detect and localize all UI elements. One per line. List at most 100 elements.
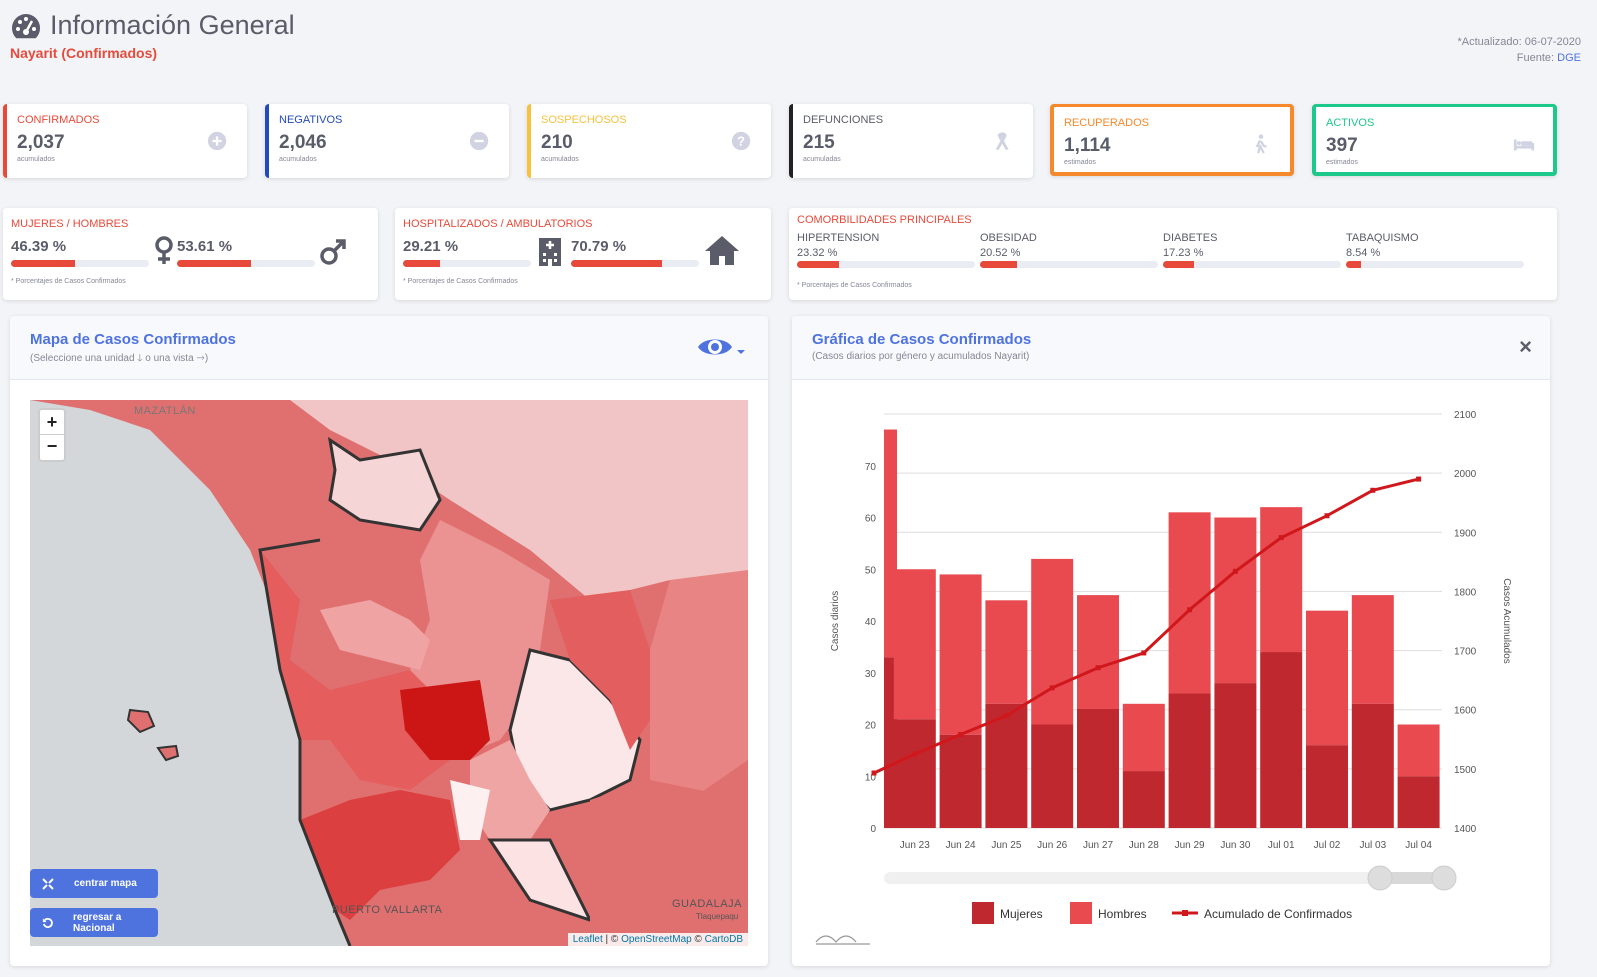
- line-point: [958, 732, 964, 738]
- close-icon[interactable]: ×: [1519, 334, 1532, 359]
- bed-icon: [1513, 139, 1535, 151]
- source-label: Fuente:: [1516, 52, 1555, 64]
- line-point: [1232, 568, 1238, 574]
- y-tick-label: 20: [865, 721, 877, 732]
- comorb-footnote: * Porcentajes de Casos Confirmados: [797, 282, 912, 289]
- comorbidity-pct: 20.52 %: [980, 247, 1021, 259]
- men-pct: 53.61 %: [177, 238, 233, 255]
- kpi-value: 215: [803, 132, 835, 153]
- bar-hombres: [1122, 703, 1165, 772]
- minus-circle-icon: [469, 131, 489, 151]
- line-point: [1095, 665, 1101, 671]
- bar-hombres: [1260, 507, 1303, 653]
- page-subtitle: Nayarit (Confirmados): [10, 45, 158, 61]
- kpi-label: SOSPECHOSOS: [541, 114, 627, 126]
- zoom-out-button[interactable]: −: [46, 436, 58, 456]
- kpi-card-sospechosos: SOSPECHOSOS 210 acumulados?: [527, 104, 771, 178]
- x-tick-label: Jun 27: [1083, 840, 1113, 851]
- comorbidities-title: COMORBILIDADES PRINCIPALES: [797, 214, 972, 226]
- bar-hombres: [1351, 595, 1394, 704]
- legend-label: Acumulado de Confirmados: [1204, 907, 1352, 921]
- amb-pct: 70.79 %: [571, 238, 627, 255]
- map-label-mazatlan: MAZATLÁN: [134, 405, 196, 417]
- kpi-card-negativos: NEGATIVOS 2,046 acumulados: [265, 104, 509, 178]
- y2-tick-label: 1500: [1454, 765, 1477, 776]
- y-tick-label: 40: [865, 617, 877, 628]
- bar-mujeres: [1031, 724, 1074, 828]
- updated-date: *Actualizado: 06-07-2020: [1457, 36, 1581, 48]
- bar-hombres: [939, 574, 982, 735]
- y2-axis-label: Casos Acumulados: [1501, 578, 1512, 664]
- hospital-title: HOSPITALIZADOS / AMBULATORIOS: [403, 218, 593, 230]
- bar-hombres: [1306, 610, 1348, 746]
- attribution-sep2: ©: [691, 934, 705, 945]
- comorbidity-obesidad: OBESIDAD 20.52 %: [980, 232, 1158, 268]
- gender-title: MUJERES / HOMBRES: [11, 218, 129, 230]
- tachometer-icon: [12, 13, 41, 38]
- gender-card: MUJERES / HOMBRES 46.39 % 53.61 % * Porc…: [3, 208, 378, 300]
- cases-chart[interactable]: 1400 1500 1600 1700 1800 1900 2000 2100 0 10 20 30 4…: [792, 380, 1550, 966]
- bar-mujeres: [884, 657, 897, 828]
- zoom-in-button[interactable]: +: [40, 410, 64, 435]
- ribbon-icon: [995, 132, 1009, 151]
- choropleth-map[interactable]: [30, 400, 748, 946]
- x-tick-label: Jul 01: [1268, 840, 1295, 851]
- map-view[interactable]: + − MAZATLÁN PUERTO VALLARTA GUADALAJA T…: [30, 400, 748, 946]
- comorbidity-hipertension: HIPERTENSION 23.32 %: [797, 232, 975, 268]
- legend-swatch: [1070, 902, 1092, 924]
- x-tick-label: Jun 23: [900, 840, 930, 851]
- bar-hombres: [1031, 558, 1074, 725]
- kpi-label: RECUPERADOS: [1064, 117, 1149, 129]
- back-national-button[interactable]: regresar a Nacional: [30, 908, 158, 937]
- page-header: Información General Nayarit (Confirmados…: [10, 10, 295, 61]
- female-icon: [155, 236, 173, 264]
- comorbidity-bar: [797, 261, 975, 268]
- line-point: [871, 770, 877, 776]
- bar-hombres: [893, 569, 936, 720]
- bar-mujeres: [1214, 683, 1257, 828]
- comorbidity-bar: [1163, 261, 1341, 268]
- y-tick-label: 0: [870, 824, 876, 835]
- chart-panel-header: Gráfica de Casos Confirmados (Casos diar…: [792, 316, 1550, 380]
- y2-tick-label: 1800: [1454, 587, 1477, 598]
- bar-mujeres: [939, 734, 982, 828]
- comorbidities-card: COMORBILIDADES PRINCIPALES HIPERTENSION 2…: [789, 208, 1557, 300]
- bar-hombres: [985, 600, 1028, 704]
- bar-mujeres: [1397, 776, 1440, 828]
- range-track: [884, 872, 1452, 884]
- bar-mujeres: [1351, 703, 1394, 828]
- osm-link[interactable]: OpenStreetMap: [621, 934, 692, 945]
- x-tick-label: Jul 04: [1405, 840, 1432, 851]
- cartodb-link[interactable]: CartoDB: [704, 934, 743, 945]
- eye-icon[interactable]: [696, 334, 746, 360]
- back-national-label: regresar a Nacional: [72, 911, 122, 934]
- map-label-guadalajara: GUADALAJA: [672, 898, 742, 910]
- walking-icon: [1255, 134, 1267, 154]
- kpi-card-defunciones: DEFUNCIONES 215 acumuladas: [789, 104, 1033, 178]
- bar-hombres: [884, 429, 897, 658]
- y2-tick-label: 1700: [1454, 647, 1477, 658]
- leaflet-link[interactable]: Leaflet: [572, 934, 603, 945]
- bar-mujeres: [985, 703, 1028, 828]
- source-link[interactable]: DGE: [1557, 52, 1581, 64]
- women-bar: [11, 260, 149, 267]
- y-tick-label: 50: [865, 565, 877, 576]
- line-point: [1416, 476, 1422, 482]
- bar-mujeres: [1260, 652, 1303, 828]
- attribution-sep: | ©: [602, 934, 622, 945]
- question-circle-icon: ?: [731, 131, 751, 151]
- y2-tick-label: 1600: [1454, 706, 1477, 717]
- bar-mujeres: [1306, 745, 1348, 828]
- comorbidity-bar: [1346, 261, 1524, 268]
- kpi-note: acumulados: [541, 156, 579, 163]
- center-map-button[interactable]: centrar mapa: [30, 869, 158, 898]
- map-panel-header: Mapa de Casos Confirmados (Seleccione un…: [10, 316, 768, 380]
- range-handle-left: [1367, 865, 1393, 891]
- kpi-value: 2,046: [279, 132, 327, 153]
- y-axis-label: Casos diarios: [830, 591, 841, 652]
- bar-hombres: [1077, 595, 1119, 709]
- range-handle-right: [1431, 865, 1457, 891]
- x-tick-label: Jun 29: [1175, 840, 1205, 851]
- y-tick-label: 10: [865, 772, 877, 783]
- center-map-label: centrar mapa: [74, 878, 137, 889]
